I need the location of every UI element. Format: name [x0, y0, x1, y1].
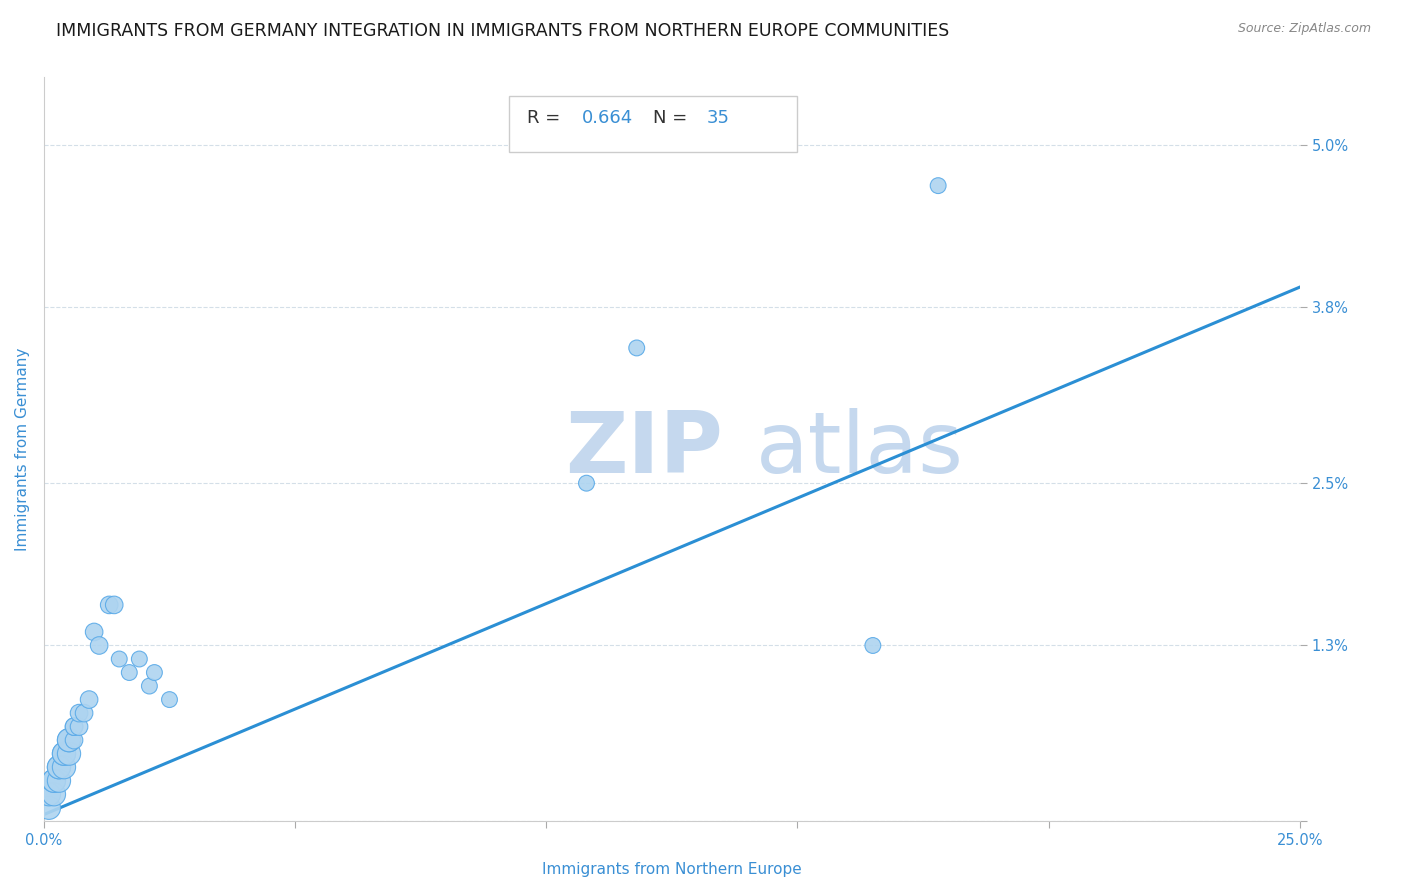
Text: 35: 35 [707, 109, 730, 127]
Point [58, 733, 80, 747]
Text: Source: ZipAtlas.com: Source: ZipAtlas.com [1237, 22, 1371, 36]
Point [38, 787, 60, 801]
Point [63, 720, 86, 734]
Point [48, 773, 70, 788]
Text: atlas: atlas [756, 408, 965, 491]
Text: N =: N = [652, 109, 693, 127]
Point [73, 706, 96, 720]
Point [89, 639, 111, 653]
Point [143, 665, 166, 680]
Point [575, 476, 598, 491]
Point [927, 178, 949, 193]
Point [38, 801, 60, 815]
Point [42, 773, 65, 788]
X-axis label: Immigrants from Northern Europe: Immigrants from Northern Europe [543, 862, 801, 877]
Text: ZIP: ZIP [565, 408, 723, 491]
Point [48, 760, 70, 774]
Point [58, 733, 80, 747]
Point [53, 747, 76, 761]
Point [53, 747, 76, 761]
Point [67, 720, 90, 734]
Text: R =: R = [527, 109, 567, 127]
Text: IMMIGRANTS FROM GERMANY INTEGRATION IN IMMIGRANTS FROM NORTHERN EUROPE COMMUNITI: IMMIGRANTS FROM GERMANY INTEGRATION IN I… [56, 22, 949, 40]
Point [103, 598, 125, 612]
Point [98, 598, 121, 612]
Point [83, 624, 105, 639]
FancyBboxPatch shape [509, 96, 797, 152]
Point [63, 720, 86, 734]
Point [58, 747, 80, 761]
Point [626, 341, 648, 355]
Point [53, 760, 76, 774]
Point [862, 639, 884, 653]
Point [63, 733, 86, 747]
Point [118, 665, 141, 680]
Y-axis label: Immigrants from Germany: Immigrants from Germany [15, 348, 30, 551]
Point [42, 773, 65, 788]
Text: 0.664: 0.664 [582, 109, 633, 127]
Point [77, 692, 100, 706]
Point [67, 706, 90, 720]
Point [108, 652, 131, 666]
Point [42, 787, 65, 801]
Point [159, 692, 181, 706]
Point [128, 652, 150, 666]
Point [48, 760, 70, 774]
Point [138, 679, 160, 693]
